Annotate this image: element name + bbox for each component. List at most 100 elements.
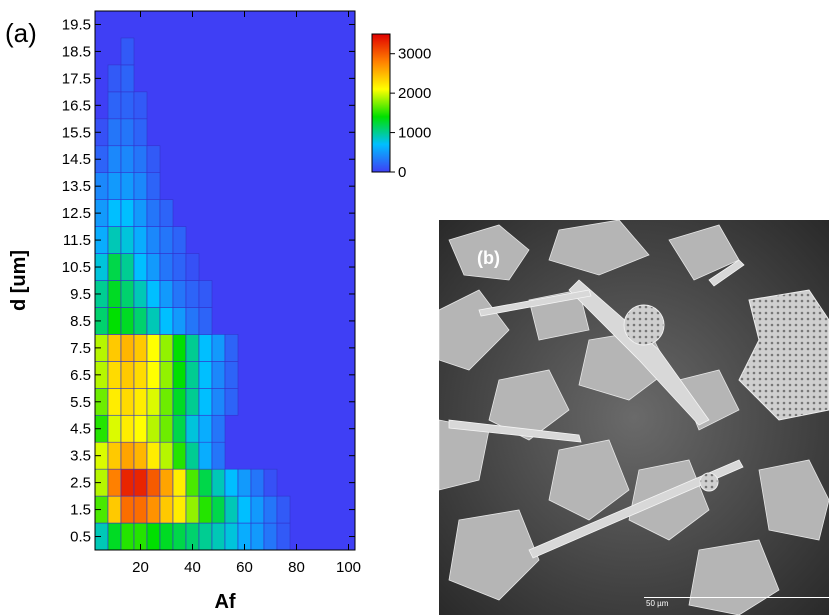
heatmap-cell — [107, 495, 122, 524]
heatmap-cell — [185, 307, 200, 335]
heatmap-cell — [224, 522, 239, 551]
y-tick-label: 8.5 — [70, 313, 91, 330]
heatmap-cell — [250, 522, 265, 551]
heatmap-cell — [185, 334, 200, 362]
heatmap-cell — [120, 172, 135, 200]
heatmap-cell — [133, 495, 148, 524]
y-tick-label: 7.5 — [70, 340, 91, 357]
y-tick-label: 5.5 — [70, 394, 91, 411]
heatmap-cell — [172, 280, 187, 308]
heatmap-cell — [159, 495, 174, 524]
heatmap-cell — [107, 307, 122, 335]
heatmap-cell — [185, 387, 200, 416]
heatmap-cell — [133, 414, 148, 443]
y-tick-label: 2.5 — [70, 475, 91, 492]
y-tick-label: 9.5 — [70, 286, 91, 303]
heatmap-cell — [250, 468, 265, 497]
y-tick-label: 18.5 — [62, 43, 91, 60]
colorbar-tick-label: 1000 — [398, 125, 431, 142]
heatmap-cell — [120, 334, 135, 362]
y-tick-label: 19.5 — [62, 16, 91, 33]
heatmap-cell — [146, 468, 161, 497]
heatmap-cell — [172, 522, 187, 551]
heatmap-cell — [198, 495, 213, 524]
y-tick-label: 4.5 — [70, 421, 91, 438]
y-tick-label: 15.5 — [62, 124, 91, 141]
heatmap-cell — [159, 441, 174, 470]
x-tick-label: 20 — [132, 559, 149, 576]
heatmap-cell — [146, 522, 161, 551]
heatmap-cell — [120, 441, 135, 470]
heatmap-cell — [211, 468, 226, 497]
heatmap-cell — [237, 468, 252, 497]
heatmap-cell — [198, 280, 213, 308]
heatmap-cell — [107, 199, 122, 227]
heatmap-cell — [159, 361, 174, 389]
heatmap-cell — [211, 361, 226, 389]
heatmap-cell — [198, 414, 213, 443]
x-tick-label: 80 — [288, 559, 305, 576]
heatmap-cell — [198, 361, 213, 389]
y-tick-label: 17.5 — [62, 70, 91, 87]
heatmap-cell — [133, 334, 148, 362]
x-tick-label: 60 — [236, 559, 253, 576]
heatmap-cell — [133, 145, 148, 174]
heatmap-cell — [146, 253, 161, 281]
scale-bar: 50 µm — [644, 597, 829, 609]
y-tick-label: 13.5 — [62, 178, 91, 195]
heatmap-cell — [185, 441, 200, 470]
y-tick-label: 6.5 — [70, 367, 91, 384]
panel-label-a: (a) — [5, 18, 37, 48]
y-tick-label: 14.5 — [62, 151, 91, 168]
heatmap-cell — [211, 334, 226, 362]
heatmap-cell — [133, 361, 148, 389]
x-axis-label: Af — [214, 591, 235, 613]
heatmap-cell — [107, 172, 122, 200]
colorbar — [371, 33, 391, 173]
heatmap-cell — [198, 387, 213, 416]
heatmap-cell — [276, 495, 291, 524]
heatmap-cell — [107, 280, 122, 308]
heatmap-cell — [159, 253, 174, 281]
heatmap-cell — [198, 334, 213, 362]
heatmap-cell — [185, 253, 200, 281]
heatmap-cell — [120, 91, 135, 120]
heatmap-cell — [276, 522, 291, 551]
colorbar-tick-label: 3000 — [398, 46, 431, 63]
heatmap-cell — [198, 441, 213, 470]
x-tick-label: 100 — [336, 559, 361, 576]
heatmap-cell — [120, 361, 135, 389]
heatmap-cell — [146, 226, 161, 254]
heatmap-cell — [120, 145, 135, 174]
heatmap-cell — [159, 280, 174, 308]
y-tick-label: 3.5 — [70, 448, 91, 465]
heatmap-cell — [172, 387, 187, 416]
x-axis-ticks: 20 40 60 80 100 — [132, 11, 361, 576]
y-tick-label: 11.5 — [63, 232, 91, 249]
heatmap-cell — [107, 387, 122, 416]
heatmap-cell — [120, 37, 135, 66]
heatmap-cell — [120, 522, 135, 551]
heatmap-cell — [107, 91, 122, 120]
heatmap-cell — [146, 334, 161, 362]
heatmap-cell — [107, 334, 122, 362]
heatmap-cell — [198, 522, 213, 551]
heatmap-cell — [120, 307, 135, 335]
heatmap-cell — [172, 414, 187, 443]
heatmap-cell — [146, 307, 161, 335]
colorbar-tick-label: 2000 — [398, 85, 431, 102]
heatmap-cell — [133, 118, 148, 147]
heatmap-cell — [211, 522, 226, 551]
heatmap-cell — [224, 495, 239, 524]
heatmap-cell — [120, 253, 135, 281]
heatmap-cell — [172, 253, 187, 281]
heatmap-cell — [250, 495, 265, 524]
heatmap-cell — [172, 441, 187, 470]
heatmap-cell — [159, 468, 174, 497]
heatmap-cell — [146, 387, 161, 416]
colorbar-ticks: 0 1000 2000 3000 — [390, 46, 431, 181]
heatmap-cell — [133, 468, 148, 497]
heatmap-cell — [172, 361, 187, 389]
heatmap-cell — [133, 199, 148, 227]
